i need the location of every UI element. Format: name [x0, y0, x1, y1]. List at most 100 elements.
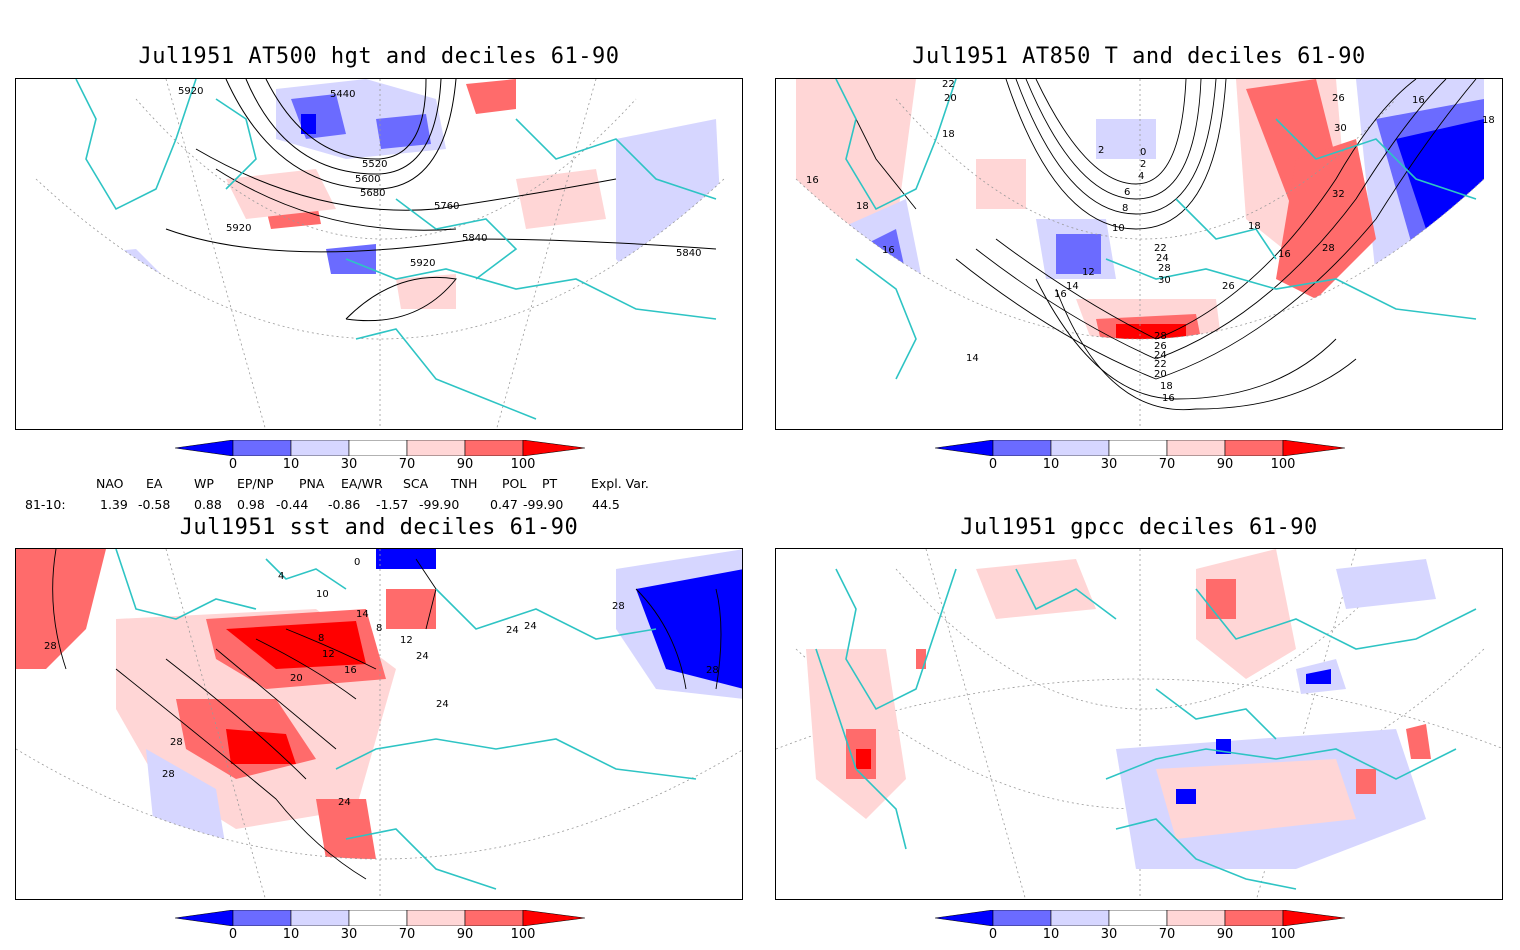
svg-text:20: 20: [290, 673, 303, 684]
svg-text:14: 14: [966, 353, 979, 364]
color-legend-gpcc: 0 10 30 70 90 100: [935, 910, 1345, 950]
svg-text:18: 18: [1160, 381, 1173, 392]
index-value-ea: -0.58: [138, 497, 171, 512]
index-header-explvar: Expl. Var.: [591, 476, 649, 491]
panel-title-gpcc: Jul1951 gpcc deciles 61-90: [960, 515, 1318, 540]
svg-text:8: 8: [1122, 203, 1128, 214]
legend-label-100: 100: [1270, 927, 1296, 942]
svg-text:16: 16: [1412, 95, 1425, 106]
map-panel-gpcc: [775, 548, 1503, 900]
index-header-pna: PNA: [299, 476, 325, 491]
svg-text:2: 2: [1140, 159, 1146, 170]
svg-text:8: 8: [318, 633, 324, 644]
svg-text:28: 28: [612, 601, 625, 612]
legend-label-0: 0: [988, 457, 998, 472]
legend-label-30: 30: [1100, 927, 1118, 942]
svg-text:2: 2: [1098, 145, 1104, 156]
index-value-wp: 0.88: [194, 497, 222, 512]
legend-label-90: 90: [456, 927, 474, 942]
svg-text:28: 28: [1322, 243, 1335, 254]
svg-text:20: 20: [1154, 369, 1167, 380]
color-legend-hgt: 0 10 30 70 90 100: [175, 440, 585, 480]
svg-text:8: 8: [376, 623, 382, 634]
svg-text:24: 24: [1154, 350, 1167, 361]
map-panel-t850: 22 20 18 16 18 16 14 12 14 16 10 8 6 4 2…: [775, 78, 1503, 430]
index-value-pol: 0.47: [490, 497, 518, 512]
svg-text:14: 14: [356, 609, 369, 620]
svg-text:4: 4: [278, 571, 284, 582]
index-header-wp: WP: [194, 476, 214, 491]
svg-text:26: 26: [1222, 281, 1235, 292]
svg-text:24: 24: [436, 699, 449, 710]
panel-title-t850: Jul1951 AT850 T and deciles 61-90: [912, 44, 1366, 69]
coastlines: [835, 79, 1477, 380]
legend-label-0: 0: [228, 457, 238, 472]
svg-text:0: 0: [1140, 147, 1146, 158]
svg-text:28: 28: [170, 737, 183, 748]
svg-text:28: 28: [1158, 263, 1171, 274]
legend-label-0: 0: [228, 927, 238, 942]
svg-text:16: 16: [1278, 249, 1291, 260]
legend-label-90: 90: [1216, 927, 1234, 942]
index-value-epnp: 0.98: [237, 497, 265, 512]
svg-text:16: 16: [882, 245, 895, 256]
svg-text:16: 16: [1054, 289, 1067, 300]
svg-text:18: 18: [942, 129, 955, 140]
index-header-pt: PT: [542, 476, 558, 491]
svg-text:24: 24: [524, 621, 537, 632]
svg-text:4: 4: [1138, 171, 1144, 182]
legend-label-30: 30: [340, 927, 358, 942]
svg-text:24: 24: [416, 651, 429, 662]
coastlines: [815, 568, 1477, 890]
svg-text:12: 12: [322, 649, 335, 660]
index-value-sca: -1.57: [376, 497, 409, 512]
svg-text:30: 30: [1158, 275, 1171, 286]
legend-label-70: 70: [398, 457, 416, 472]
svg-text:18: 18: [1482, 115, 1495, 126]
panel-title-sst: Jul1951 sst and deciles 61-90: [179, 515, 579, 540]
legend-label-100: 100: [1270, 457, 1296, 472]
coastlines: [75, 79, 717, 420]
svg-text:6: 6: [1124, 187, 1130, 198]
svg-text:24: 24: [338, 797, 351, 808]
svg-text:5680: 5680: [360, 188, 385, 199]
svg-text:5920: 5920: [178, 86, 203, 97]
svg-text:12: 12: [400, 635, 413, 646]
svg-text:0: 0: [354, 557, 360, 568]
panel-title-hgt: Jul1951 AT500 hgt and deciles 61-90: [138, 44, 620, 69]
svg-text:28: 28: [1154, 331, 1167, 342]
svg-text:24: 24: [1156, 253, 1169, 264]
svg-text:18: 18: [1248, 221, 1261, 232]
svg-text:5520: 5520: [362, 159, 387, 170]
coastlines: [115, 549, 697, 890]
svg-text:16: 16: [344, 665, 357, 676]
svg-text:10: 10: [1112, 223, 1125, 234]
svg-text:30: 30: [1334, 123, 1347, 134]
index-header-epnp: EP/NP: [237, 476, 274, 491]
svg-text:14: 14: [1066, 281, 1079, 292]
index-value-pt: -99.90: [523, 497, 564, 512]
legend-label-10: 10: [282, 927, 300, 942]
svg-text:28: 28: [44, 641, 57, 652]
svg-text:5920: 5920: [410, 258, 435, 269]
index-row-label: 81-10:: [25, 497, 66, 512]
index-value-eawr: -0.86: [328, 497, 361, 512]
svg-text:5840: 5840: [462, 233, 487, 244]
legend-label-90: 90: [1216, 457, 1234, 472]
svg-text:26: 26: [1154, 341, 1167, 352]
legend-label-10: 10: [282, 457, 300, 472]
svg-text:5920: 5920: [226, 223, 251, 234]
svg-text:10: 10: [316, 589, 329, 600]
svg-text:16: 16: [806, 175, 819, 186]
index-header-nao: NAO: [96, 476, 124, 491]
svg-text:5840: 5840: [676, 248, 701, 259]
svg-text:18: 18: [856, 201, 869, 212]
index-header-ea: EA: [146, 476, 163, 491]
svg-text:22: 22: [1154, 243, 1167, 254]
svg-text:20: 20: [944, 93, 957, 104]
index-value-explvar: 44.5: [592, 497, 620, 512]
legend-label-100: 100: [510, 927, 536, 942]
legend-label-10: 10: [1042, 927, 1060, 942]
legend-label-70: 70: [1158, 927, 1176, 942]
color-legend-sst: 0 10 30 70 90 100: [175, 910, 585, 950]
